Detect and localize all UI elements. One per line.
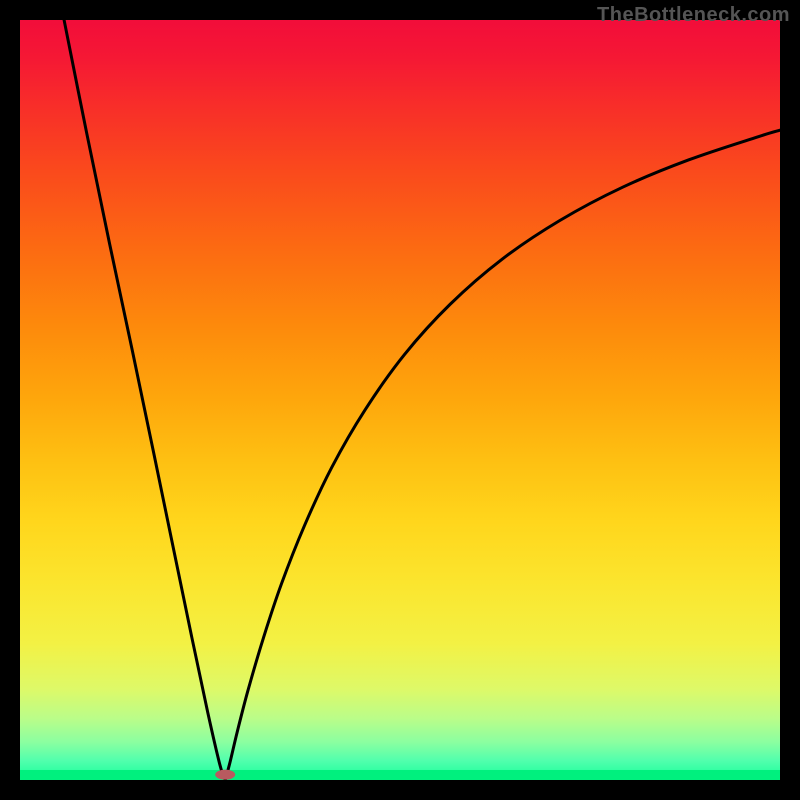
gradient-v-chart bbox=[0, 0, 800, 800]
watermark-label: TheBottleneck.com bbox=[597, 4, 790, 27]
bottom-green-stripe bbox=[20, 770, 780, 780]
dip-marker bbox=[215, 770, 235, 780]
plot-background-gradient bbox=[20, 20, 780, 780]
